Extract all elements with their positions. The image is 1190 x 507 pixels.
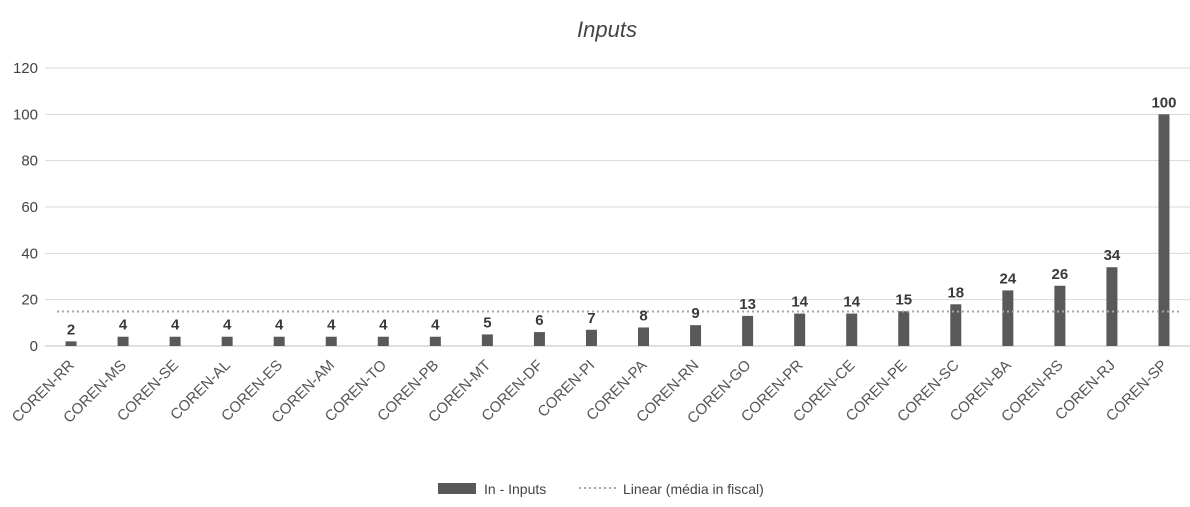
bar <box>429 336 441 346</box>
bar <box>898 311 910 346</box>
bar <box>1158 114 1170 346</box>
bar <box>117 336 129 346</box>
bar <box>1002 290 1014 346</box>
data-label: 13 <box>739 296 756 313</box>
y-axis-ticks: 0 20 40 60 80 100 120 <box>13 60 38 355</box>
legend-swatch-bars <box>438 483 476 494</box>
y-tick-label: 0 <box>30 338 38 355</box>
bars <box>65 114 1170 346</box>
legend-label-bars: In - Inputs <box>484 481 546 497</box>
y-tick-label: 80 <box>21 153 38 170</box>
bar <box>273 336 285 346</box>
data-label: 4 <box>223 317 232 334</box>
data-label: 8 <box>639 307 647 324</box>
legend-label-trendline: Linear (média in fiscal) <box>623 481 764 497</box>
data-label: 4 <box>431 317 440 334</box>
data-label: 9 <box>691 305 699 322</box>
data-label: 6 <box>535 312 543 329</box>
data-label: 4 <box>119 317 128 334</box>
data-label: 14 <box>791 294 808 311</box>
bar <box>846 313 858 346</box>
bar <box>481 334 493 346</box>
data-label: 4 <box>171 317 180 334</box>
bar <box>533 332 545 346</box>
gridlines <box>45 67 1190 347</box>
data-label: 24 <box>999 270 1016 287</box>
bar <box>325 336 337 346</box>
bar <box>794 313 806 346</box>
bar <box>690 325 702 346</box>
data-label: 5 <box>483 314 491 331</box>
bar <box>638 327 650 346</box>
legend: In - Inputs Linear (média in fiscal) <box>438 481 764 497</box>
data-label: 4 <box>327 317 336 334</box>
bar <box>169 336 181 346</box>
data-label: 2 <box>67 321 75 338</box>
data-label: 4 <box>379 317 388 334</box>
data-label: 14 <box>843 294 860 311</box>
data-label: 34 <box>1104 247 1121 264</box>
y-tick-label: 20 <box>21 292 38 309</box>
data-label: 100 <box>1151 94 1176 111</box>
data-label: 4 <box>275 317 284 334</box>
y-tick-label: 60 <box>21 199 38 216</box>
data-label: 15 <box>895 291 912 308</box>
bar <box>950 304 962 346</box>
bar <box>221 336 233 346</box>
y-tick-label: 40 <box>21 245 38 262</box>
data-label: 18 <box>947 284 964 301</box>
bar <box>742 315 754 346</box>
data-label: 26 <box>1052 266 1069 283</box>
bar <box>377 336 389 346</box>
y-tick-label: 100 <box>13 106 38 123</box>
x-axis-ticks: COREN-RRCOREN-MSCOREN-SECOREN-ALCOREN-ES… <box>9 357 1171 427</box>
bar <box>65 341 77 346</box>
bar <box>1054 285 1066 346</box>
data-label: 7 <box>587 310 595 327</box>
bar <box>585 329 597 346</box>
bar <box>1106 267 1118 346</box>
y-tick-label: 120 <box>13 60 38 77</box>
chart-title: Inputs <box>577 17 637 42</box>
